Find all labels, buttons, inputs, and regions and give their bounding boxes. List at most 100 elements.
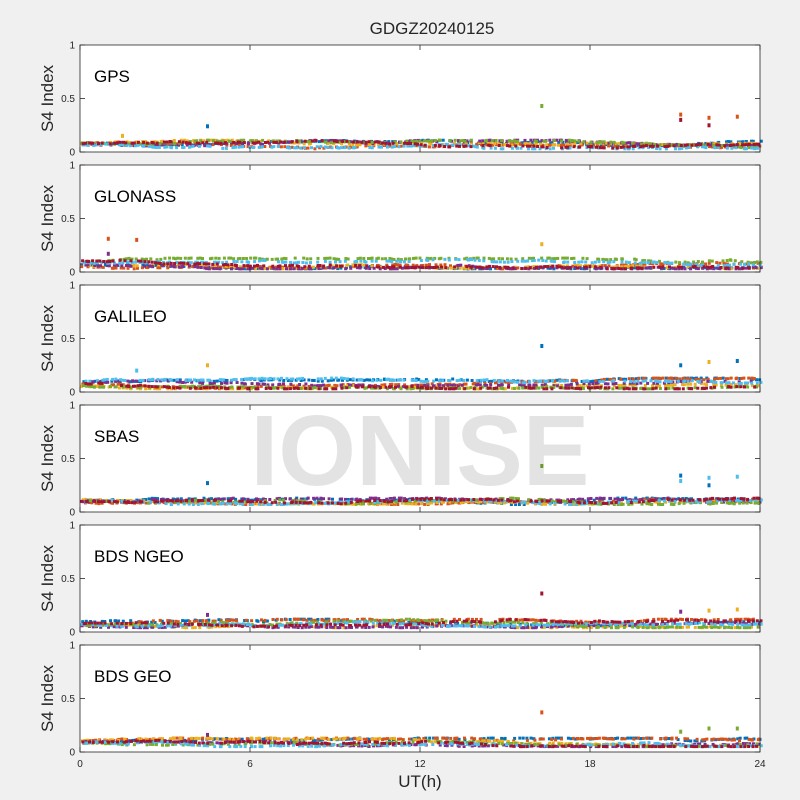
data-point	[634, 377, 638, 381]
data-point	[316, 260, 320, 264]
data-point	[227, 499, 231, 503]
data-point	[712, 267, 716, 271]
data-point	[271, 618, 275, 621]
data-point	[135, 264, 139, 268]
data-point	[301, 618, 305, 622]
data-point	[458, 378, 462, 382]
data-point	[251, 141, 255, 145]
data-point	[178, 380, 182, 384]
data-point	[562, 379, 566, 383]
data-point	[387, 140, 391, 144]
data-point	[285, 387, 289, 391]
data-point	[80, 384, 84, 388]
data-point	[476, 500, 480, 504]
data-point	[98, 498, 102, 502]
data-point	[669, 502, 673, 506]
data-point	[720, 501, 724, 504]
data-point	[716, 377, 720, 381]
data-point	[614, 382, 618, 385]
data-point	[588, 500, 592, 504]
data-point	[634, 258, 638, 262]
data-point	[182, 145, 186, 149]
data-point	[493, 146, 497, 150]
data-point	[408, 385, 412, 389]
data-point	[342, 377, 346, 380]
data-point	[116, 382, 120, 386]
data-point	[402, 619, 406, 623]
data-point	[263, 377, 267, 381]
data-point	[212, 379, 216, 383]
data-point	[555, 266, 559, 270]
data-point	[376, 624, 379, 628]
data-point	[733, 385, 737, 389]
data-point	[574, 386, 578, 390]
data-point	[651, 384, 654, 388]
data-point	[689, 382, 693, 386]
data-point	[726, 383, 730, 387]
data-point	[743, 385, 746, 389]
data-point	[749, 261, 753, 265]
data-point	[605, 501, 609, 505]
data-point	[315, 145, 319, 149]
data-point	[696, 621, 700, 625]
data-point	[164, 502, 168, 506]
data-point	[533, 266, 536, 270]
data-point	[378, 619, 382, 622]
data-point	[156, 266, 160, 270]
data-point	[259, 500, 263, 504]
data-point	[368, 501, 372, 505]
data-point	[480, 266, 484, 270]
data-point	[404, 263, 408, 267]
data-point	[413, 142, 417, 146]
data-point	[315, 496, 319, 500]
data-point	[544, 139, 548, 143]
data-point	[158, 142, 162, 145]
data-point	[381, 502, 385, 506]
data-point	[644, 266, 648, 270]
data-point	[297, 617, 301, 621]
data-point	[283, 501, 286, 505]
data-point	[138, 500, 142, 504]
data-point	[585, 257, 589, 261]
data-point	[688, 263, 692, 267]
data-point	[677, 502, 681, 506]
data-point	[613, 497, 617, 501]
data-point	[155, 141, 159, 145]
data-point	[537, 258, 541, 262]
data-point	[151, 377, 155, 381]
data-point	[134, 379, 138, 383]
data-point	[666, 144, 669, 148]
data-point	[413, 266, 417, 270]
data-point	[603, 264, 607, 268]
data-point	[317, 387, 321, 391]
data-point	[283, 387, 287, 391]
data-point	[253, 377, 257, 381]
data-point	[88, 264, 92, 268]
data-point	[575, 382, 579, 386]
data-point	[450, 498, 454, 502]
data-point	[303, 265, 307, 269]
data-point	[398, 263, 402, 267]
data-point	[412, 144, 416, 148]
data-point	[654, 386, 658, 390]
data-point	[597, 260, 601, 264]
data-point	[426, 500, 430, 503]
data-point	[571, 378, 575, 382]
data-point	[232, 140, 236, 144]
data-point	[500, 498, 504, 502]
data-point	[648, 262, 652, 266]
data-point	[389, 497, 393, 500]
data-point	[450, 383, 453, 387]
data-point	[367, 140, 371, 144]
data-point	[690, 379, 694, 383]
data-point	[225, 618, 229, 622]
data-point	[152, 145, 155, 149]
data-point	[292, 502, 296, 506]
data-point	[126, 379, 130, 383]
data-point	[222, 497, 226, 501]
data-point	[176, 620, 180, 624]
data-point	[699, 376, 703, 380]
data-point	[106, 380, 110, 384]
data-point	[87, 260, 90, 263]
